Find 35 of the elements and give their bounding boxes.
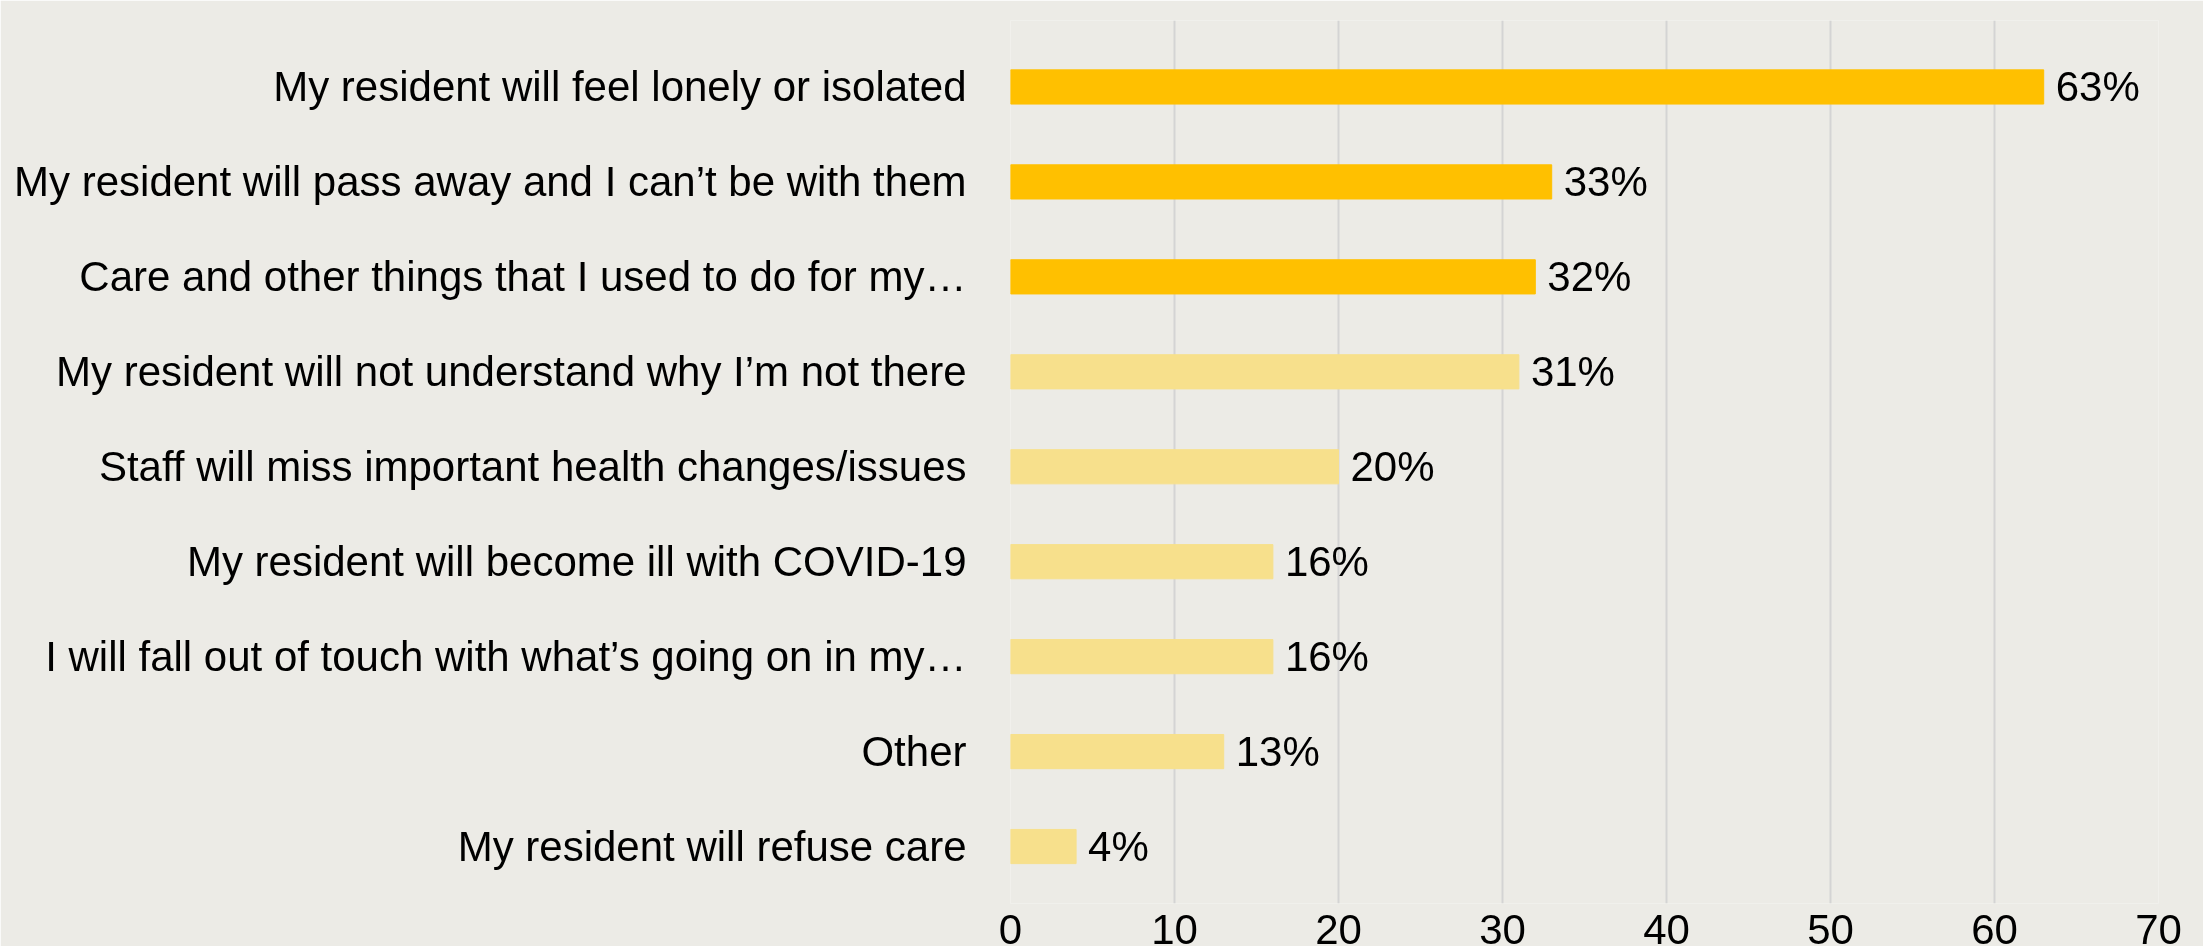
y-tick-label: Care and other things that I used to do for my… — [79, 253, 967, 301]
bar — [1010, 354, 1520, 390]
y-tick-label: Staff will miss important health changes/issues — [98, 443, 967, 491]
bar — [1010, 639, 1274, 675]
data-label: 4% — [1088, 823, 1149, 871]
bar — [1010, 734, 1225, 770]
x-tick-label: 0 — [998, 905, 1023, 946]
data-label: 32% — [1547, 253, 1632, 301]
data-label: 13% — [1235, 728, 1320, 776]
x-tick-label: 70 — [2135, 905, 2182, 946]
data-label: 33% — [1563, 158, 1648, 206]
x-tick-label: 20 — [1315, 905, 1362, 946]
bar — [1010, 259, 1536, 295]
y-tick-label: I will fall out of touch with what’s going on in my… — [45, 633, 967, 681]
bar — [1010, 449, 1339, 485]
y-tick-label: My resident will not understand why I’m not there — [56, 348, 967, 396]
x-tick-label: 60 — [1971, 905, 2018, 946]
y-tick-label: My resident will pass away and I can’t be with them — [14, 158, 967, 206]
x-tick-label: 30 — [1479, 905, 1526, 946]
x-tick-label: 10 — [1151, 905, 1198, 946]
data-label: 31% — [1530, 348, 1615, 396]
data-label: 16% — [1284, 538, 1369, 586]
x-tick-label: 50 — [1807, 905, 1854, 946]
bar — [1010, 69, 2045, 105]
bar — [1010, 828, 1077, 865]
bar — [1010, 544, 1274, 580]
data-label: 16% — [1284, 633, 1369, 681]
x-tick-label: 40 — [1643, 905, 1690, 946]
y-tick-label: My resident will become ill with COVID-19 — [186, 538, 967, 586]
y-tick-label: My resident will refuse care — [457, 823, 967, 871]
data-label: 63% — [2055, 63, 2140, 111]
y-tick-label: My resident will feel lonely or isolated — [273, 63, 967, 111]
y-tick-label: Other — [861, 728, 967, 776]
data-label: 20% — [1350, 443, 1435, 491]
bar — [1010, 164, 1553, 200]
